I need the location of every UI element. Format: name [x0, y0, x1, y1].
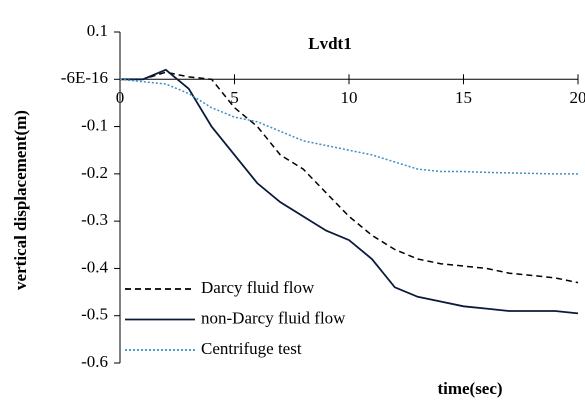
x-tick-label: 5 — [230, 88, 239, 107]
legend-label: non-Darcy fluid flow — [201, 308, 346, 327]
y-tick-label: -0.3 — [81, 210, 108, 229]
y-axis-label: vertical displacement(m) — [11, 110, 30, 290]
y-tick-label: -6E-16 — [61, 68, 108, 87]
y-tick-label: -0.2 — [81, 163, 108, 182]
legend-label: Centrifuge test — [201, 339, 302, 358]
y-tick-label: -0.1 — [81, 115, 108, 134]
x-tick-label: 15 — [455, 88, 472, 107]
legend-label: Darcy fluid flow — [201, 278, 315, 297]
x-axis-label: time(sec) — [437, 379, 502, 398]
line-series — [120, 71, 579, 284]
x-tick-label: 0 — [116, 88, 125, 107]
x-tick-label: 20 — [570, 88, 585, 107]
y-tick-label: 0.1 — [87, 21, 108, 40]
y-tick-label: -0.5 — [81, 305, 108, 324]
chart-title: Lvdt1 — [308, 34, 351, 53]
line-series — [119, 78, 578, 175]
y-tick-label: -0.6 — [81, 352, 108, 371]
y-tick-label: -0.4 — [81, 257, 108, 276]
line-series — [120, 68, 579, 315]
x-tick-label: 10 — [341, 88, 358, 107]
